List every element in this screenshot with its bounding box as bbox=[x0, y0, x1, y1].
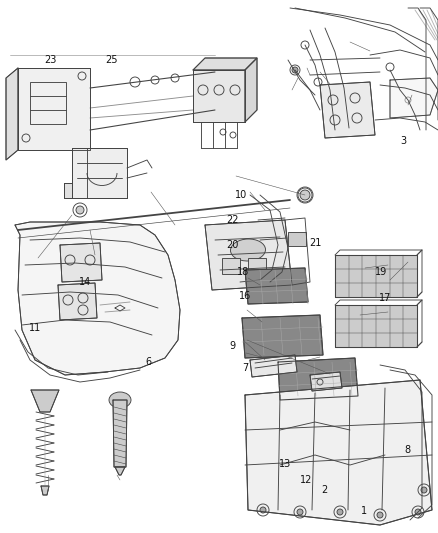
Polygon shape bbox=[250, 355, 297, 377]
Circle shape bbox=[301, 191, 309, 199]
Circle shape bbox=[377, 512, 383, 518]
Circle shape bbox=[297, 509, 303, 515]
Polygon shape bbox=[72, 148, 127, 198]
Bar bbox=[335, 305, 417, 347]
Polygon shape bbox=[245, 380, 432, 525]
Polygon shape bbox=[60, 243, 102, 282]
Polygon shape bbox=[113, 400, 127, 467]
Bar bbox=[248, 258, 266, 274]
Text: 22: 22 bbox=[226, 215, 238, 224]
Polygon shape bbox=[242, 315, 323, 358]
Polygon shape bbox=[310, 372, 342, 391]
Text: 1: 1 bbox=[360, 506, 367, 515]
Text: 21: 21 bbox=[309, 238, 321, 247]
Text: 25: 25 bbox=[106, 55, 118, 64]
Text: 9: 9 bbox=[229, 342, 235, 351]
Polygon shape bbox=[41, 486, 49, 495]
Polygon shape bbox=[15, 222, 180, 375]
Circle shape bbox=[292, 67, 298, 73]
Polygon shape bbox=[245, 268, 308, 304]
Text: 10: 10 bbox=[235, 190, 247, 199]
Polygon shape bbox=[335, 305, 417, 347]
Bar bbox=[288, 232, 306, 246]
Polygon shape bbox=[31, 390, 59, 412]
Polygon shape bbox=[335, 255, 417, 297]
Circle shape bbox=[337, 509, 343, 515]
Text: 23: 23 bbox=[44, 55, 57, 64]
Text: 19: 19 bbox=[375, 267, 387, 277]
Ellipse shape bbox=[230, 239, 265, 261]
Text: 2: 2 bbox=[321, 486, 327, 495]
Circle shape bbox=[260, 507, 266, 513]
Text: 3: 3 bbox=[400, 136, 406, 146]
Polygon shape bbox=[193, 58, 257, 70]
Polygon shape bbox=[245, 58, 257, 122]
Circle shape bbox=[415, 509, 421, 515]
Polygon shape bbox=[64, 183, 72, 198]
Text: 17: 17 bbox=[379, 294, 392, 303]
Circle shape bbox=[300, 190, 310, 200]
Text: 7: 7 bbox=[242, 363, 248, 373]
Text: 12: 12 bbox=[300, 475, 313, 484]
Text: 6: 6 bbox=[146, 358, 152, 367]
Ellipse shape bbox=[109, 392, 131, 408]
Text: 18: 18 bbox=[237, 267, 249, 277]
Polygon shape bbox=[193, 70, 245, 122]
Polygon shape bbox=[115, 467, 125, 475]
Text: 14: 14 bbox=[79, 278, 92, 287]
Bar bbox=[335, 255, 417, 297]
Text: 11: 11 bbox=[29, 323, 41, 333]
Polygon shape bbox=[320, 82, 375, 138]
Polygon shape bbox=[390, 78, 438, 118]
Circle shape bbox=[76, 206, 84, 214]
Text: 8: 8 bbox=[404, 446, 410, 455]
Polygon shape bbox=[58, 283, 97, 320]
Polygon shape bbox=[278, 358, 358, 400]
Bar bbox=[222, 258, 240, 274]
Text: 20: 20 bbox=[226, 240, 238, 250]
Text: 16: 16 bbox=[239, 291, 251, 301]
Polygon shape bbox=[205, 220, 292, 290]
Bar bbox=[30, 82, 66, 124]
Circle shape bbox=[421, 487, 427, 493]
Text: 13: 13 bbox=[279, 459, 291, 469]
Polygon shape bbox=[6, 68, 18, 160]
Polygon shape bbox=[18, 68, 90, 150]
